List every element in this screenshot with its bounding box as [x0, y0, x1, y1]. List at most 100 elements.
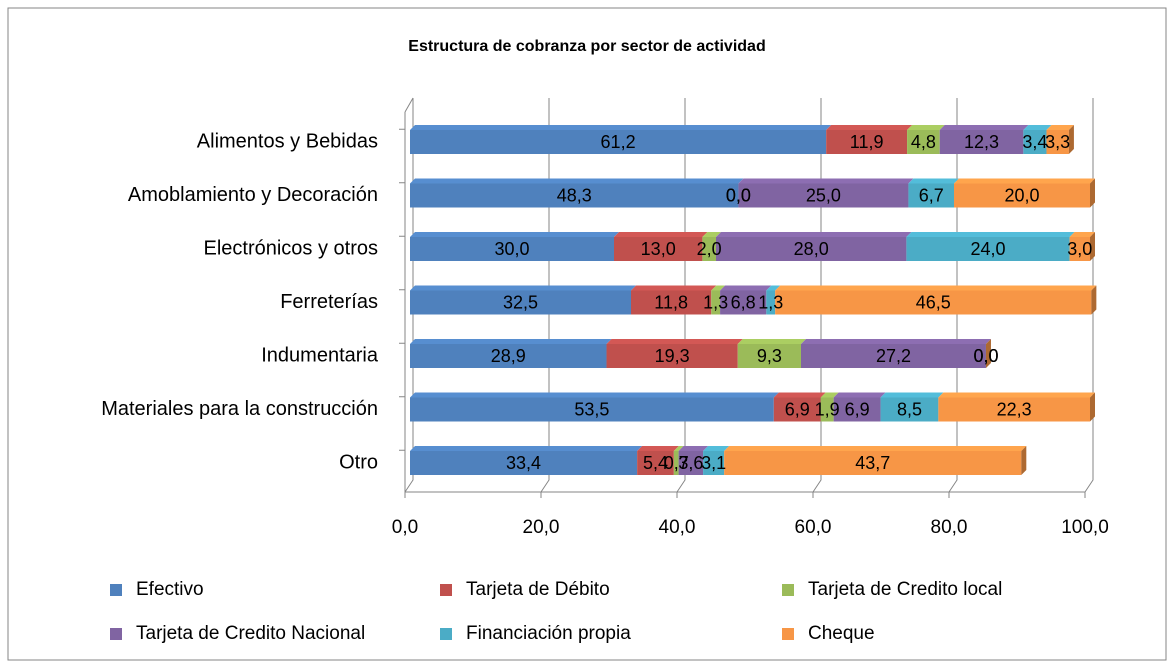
x-tick-label: 40,0	[659, 517, 696, 538]
bar	[906, 237, 1070, 261]
bar-end	[985, 339, 991, 368]
data-label: 3,0	[1067, 239, 1092, 259]
data-label: 12,3	[964, 132, 999, 152]
y-tick-label: Amoblamiento y Decoración	[128, 184, 378, 206]
bar	[954, 183, 1090, 208]
bar-top	[833, 392, 886, 398]
grid-line	[404, 98, 414, 493]
data-label: 3,3	[1045, 132, 1070, 152]
bar	[637, 451, 674, 475]
bar	[826, 130, 908, 154]
bar	[702, 237, 716, 261]
bar-top	[410, 392, 779, 398]
bar	[1069, 237, 1090, 261]
bar-top	[637, 446, 679, 451]
data-label: 0,0	[973, 346, 998, 366]
data-label: 28,9	[491, 346, 526, 366]
legend-label: Tarjeta de Credito local	[808, 579, 1002, 600]
data-label: 24,0	[970, 239, 1005, 259]
data-label: 0,0	[726, 185, 751, 205]
data-label: 25,0	[806, 185, 841, 205]
x-tick-label: 0,0	[392, 517, 418, 538]
grid-line	[948, 98, 958, 493]
bar	[880, 397, 939, 422]
data-label: 6,8	[731, 292, 756, 312]
bar-top	[614, 232, 708, 237]
x-tick-label: 100,0	[1061, 517, 1109, 538]
bar-end	[1068, 125, 1074, 154]
bar-top	[906, 232, 1075, 237]
bar-top	[716, 232, 912, 237]
bar-top	[908, 178, 959, 184]
y-tick-label: Alimentos y Bebidas	[197, 130, 378, 152]
data-label: 6,9	[845, 399, 870, 419]
bar-end	[1091, 285, 1097, 315]
bar-top	[775, 285, 1097, 291]
bar-top	[766, 285, 781, 291]
data-label: 53,5	[574, 399, 609, 419]
data-label: 33,4	[506, 453, 541, 473]
bar-top	[880, 392, 944, 398]
bar	[938, 397, 1090, 422]
bar	[908, 183, 954, 208]
bar-top	[703, 446, 730, 451]
data-label: 1,3	[758, 292, 783, 312]
bar-end	[1021, 446, 1027, 475]
y-tick-label: Electrónicos y otros	[203, 237, 378, 259]
data-label: 0,0	[726, 185, 751, 205]
bar	[410, 290, 631, 315]
bar-top	[1069, 232, 1095, 237]
legend-swatch	[782, 584, 794, 596]
y-tick-label: Otro	[339, 451, 378, 473]
bar-top	[907, 125, 945, 130]
bar	[724, 451, 1022, 475]
bar	[410, 130, 827, 154]
bar-top	[1023, 125, 1052, 130]
bar	[711, 290, 721, 315]
data-label: 28,0	[794, 239, 829, 259]
bar-top	[939, 125, 1029, 130]
bar-end	[1090, 232, 1095, 261]
grid-line	[540, 98, 550, 493]
bar-top	[711, 285, 726, 291]
grid-line	[812, 98, 822, 493]
legend-swatch	[440, 628, 452, 640]
bar	[773, 397, 821, 422]
bar	[737, 344, 801, 368]
bar	[678, 451, 704, 475]
bar	[410, 344, 607, 368]
bar	[410, 237, 614, 261]
bar-top	[410, 232, 619, 237]
data-label: 6,9	[785, 399, 810, 419]
bar	[673, 451, 679, 475]
bar-top	[773, 392, 826, 398]
x-tick-label: 20,0	[523, 517, 560, 538]
bar-top	[410, 339, 612, 344]
y-tick-label: Materiales para la construcción	[101, 398, 378, 420]
bar	[410, 397, 774, 422]
bar	[907, 130, 940, 154]
y-tick-label: Indumentaria	[261, 344, 379, 366]
bar-top	[737, 339, 806, 344]
bar-top	[1046, 125, 1074, 130]
bar	[1023, 130, 1047, 154]
bar	[939, 130, 1024, 154]
data-label: 8,5	[897, 399, 922, 419]
data-label: 32,5	[503, 292, 538, 312]
bar-top	[606, 339, 743, 344]
bar-top	[678, 446, 709, 451]
bar	[766, 290, 776, 315]
grid-line	[1084, 98, 1094, 493]
legend-label: Cheque	[808, 623, 875, 644]
legend-swatch	[110, 628, 122, 640]
data-label: 9,3	[757, 346, 782, 366]
data-label: 6,7	[919, 185, 944, 205]
y-tick-label: Ferreterías	[280, 291, 378, 313]
data-label: 3,4	[1022, 132, 1047, 152]
chart-title: Estructura de cobranza por sector de act…	[408, 38, 765, 55]
data-label: 20,0	[1004, 185, 1039, 205]
data-label: 4,8	[911, 132, 936, 152]
data-label: 48,3	[557, 185, 592, 205]
legend-label: Tarjeta de Credito Nacional	[136, 623, 365, 644]
bar	[738, 183, 909, 208]
